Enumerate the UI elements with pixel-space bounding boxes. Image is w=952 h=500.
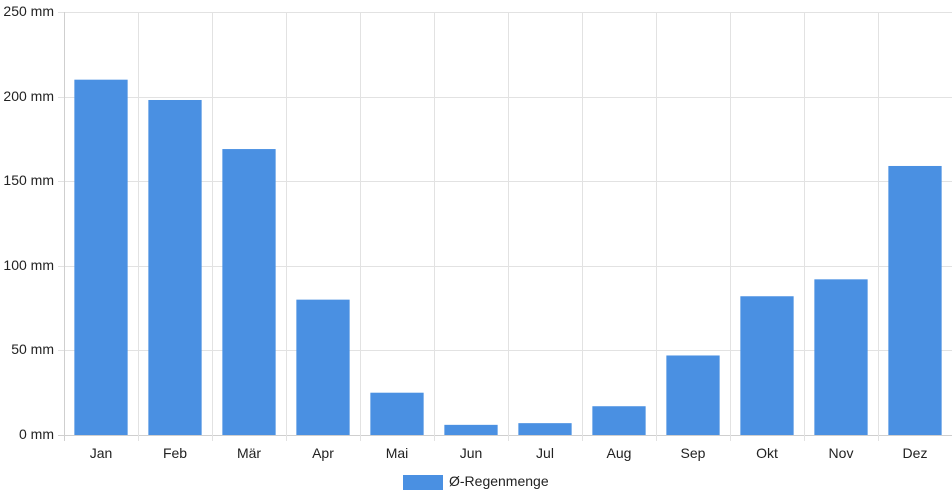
bar-apr[interactable] xyxy=(296,299,350,435)
bar-sep[interactable] xyxy=(666,355,720,435)
x-tick-label: Feb xyxy=(163,445,187,461)
y-axis-ticks: 0 mm 50 mm 100 mm 150 mm 200 mm 250 mm xyxy=(3,3,54,442)
x-tick-label: Mai xyxy=(386,445,409,461)
y-tick-label: 100 mm xyxy=(3,257,54,273)
bars xyxy=(74,79,942,436)
x-tick-label: Jul xyxy=(536,445,554,461)
bar-aug[interactable] xyxy=(592,406,646,435)
y-tick-label: 150 mm xyxy=(3,172,54,188)
bar-jul[interactable] xyxy=(518,423,572,435)
x-tick-label: Dez xyxy=(903,445,928,461)
bar-okt[interactable] xyxy=(740,296,794,435)
bar-jun[interactable] xyxy=(444,424,498,435)
bar-feb[interactable] xyxy=(148,99,202,435)
legend[interactable]: Ø-Regenmenge xyxy=(403,473,549,490)
grid xyxy=(58,12,952,441)
x-axis-ticks: Jan Feb Mär Apr Mai Jun Jul Aug Sep Okt Nov Dez xyxy=(90,445,928,461)
bar-dez[interactable] xyxy=(888,165,942,436)
y-tick-label: 200 mm xyxy=(3,88,54,104)
x-tick-label: Okt xyxy=(756,445,778,461)
bar-jan[interactable] xyxy=(74,79,128,436)
x-tick-label: Apr xyxy=(312,445,334,461)
x-tick-label: Jun xyxy=(460,445,483,461)
bar-mai[interactable] xyxy=(370,392,424,435)
x-tick-label: Aug xyxy=(607,445,632,461)
y-tick-label: 50 mm xyxy=(11,341,54,357)
x-tick-label: Nov xyxy=(829,445,854,461)
legend-label[interactable]: Ø-Regenmenge xyxy=(449,473,549,489)
bar-nov[interactable] xyxy=(814,279,868,435)
bar-mär[interactable] xyxy=(222,149,276,435)
y-tick-label: 0 mm xyxy=(19,426,54,442)
x-tick-label: Sep xyxy=(681,445,706,461)
x-tick-label: Mär xyxy=(237,445,261,461)
x-tick-label: Jan xyxy=(90,445,113,461)
legend-swatch[interactable] xyxy=(403,475,443,490)
y-tick-label: 250 mm xyxy=(3,3,54,19)
